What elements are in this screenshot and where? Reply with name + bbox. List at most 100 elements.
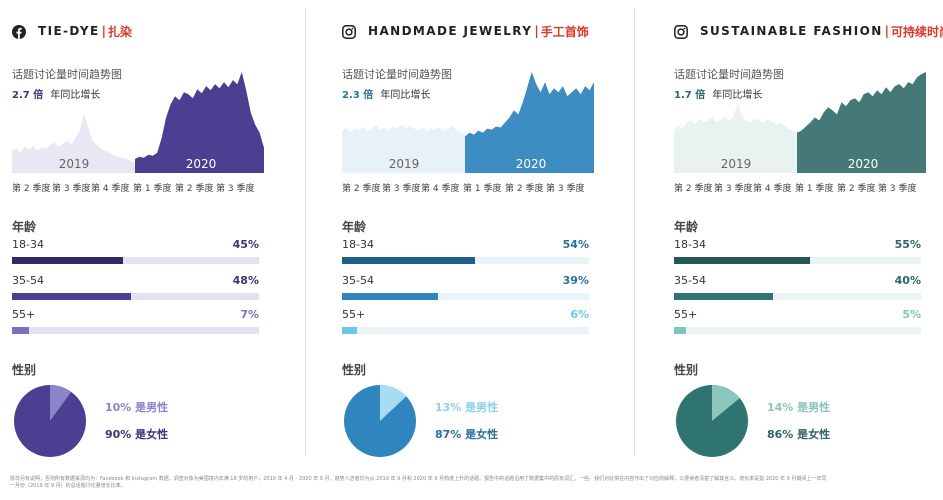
age-title: 年龄: [674, 220, 699, 234]
age-row: 35-54 48%: [12, 274, 259, 304]
age-percent: 54%: [562, 238, 589, 251]
age-percent: 7%: [240, 308, 259, 321]
growth-value: 2.3 倍: [342, 90, 374, 101]
age-bar-track: [342, 257, 589, 264]
growth-label: 年同比增长: [50, 90, 101, 101]
quarter-tick-label: 第 4 季度: [91, 184, 130, 194]
age-percent: 40%: [894, 274, 921, 287]
age-title: 年龄: [342, 220, 367, 234]
divider-1: [305, 8, 306, 456]
topic-name-en: SUSTAINABLE FASHION: [700, 24, 883, 38]
age-bar-track: [342, 293, 589, 300]
panel-fashion: SUSTAINABLE FASHION | 可持续时尚 2019 2020 话题讨…: [670, 0, 943, 470]
quarter-tick-label: 第 3 季度: [216, 184, 255, 194]
area-2019: [674, 102, 797, 173]
quarter-tick-label: 第 2 季度: [837, 184, 876, 194]
age-bar-track: [12, 327, 259, 334]
age-label: 55+: [674, 308, 698, 321]
age-bar-track: [674, 293, 921, 300]
age-bar-track: [12, 257, 259, 264]
year-label-2019: 2019: [59, 157, 90, 171]
age-bar-fill: [12, 293, 131, 300]
age-percent: 39%: [562, 274, 589, 287]
trend-title: 话题讨论量时间趋势图: [342, 68, 452, 81]
growth-value: 2.7 倍: [12, 90, 44, 101]
quarter-tick-label: 第 4 季度: [421, 184, 460, 194]
age-bar-track: [674, 327, 921, 334]
age-percent: 48%: [232, 274, 259, 287]
age-bar-fill: [342, 327, 357, 334]
age-row: 18-34 55%: [674, 238, 921, 268]
age-bar-fill: [342, 293, 439, 300]
growth-label: 年同比增长: [380, 90, 431, 101]
age-bar-track: [342, 327, 589, 334]
panel-header: TIE-DYE | 扎染: [12, 22, 132, 40]
age-label: 18-34: [342, 238, 374, 251]
age-row: 35-54 40%: [674, 274, 921, 304]
instagram-icon: [342, 24, 356, 39]
pie-slice-male: [50, 385, 72, 421]
age-percent: 55%: [894, 238, 921, 251]
age-row: 18-34 45%: [12, 238, 259, 268]
area-2019: [342, 124, 465, 173]
trend-chart: 2019 2020: [342, 72, 594, 173]
age-label: 55+: [12, 308, 36, 321]
legend-female: 87% 是女性: [435, 428, 499, 441]
quarter-tick-label: 第 1 季度: [133, 184, 172, 194]
age-percent: 6%: [570, 308, 589, 321]
topic-separator: |: [101, 24, 106, 38]
growth-line: 2.7 倍 年同比增长: [12, 86, 100, 101]
trend-chart: 2019 2020: [674, 72, 926, 173]
panel-header: HANDMADE JEWELRY | 手工首饰: [342, 22, 589, 40]
quarter-tick-label: 第 2 季度: [12, 184, 51, 194]
trend-chart: 2019 2020: [12, 72, 264, 173]
age-title: 年龄: [12, 220, 37, 234]
footnote: 除非另有说明，否则所有数据来源均为：Facebook 和 Instagram 数…: [10, 476, 827, 489]
age-bar-fill: [674, 327, 687, 334]
instagram-icon: [674, 24, 688, 39]
panel-tiedye: TIE-DYE | 扎染 2019 2020 话题讨论量时间趋势图 2.7 倍 年…: [8, 0, 298, 470]
area-2019: [12, 114, 135, 173]
gender-title: 性别: [342, 363, 367, 377]
area-2020: [135, 72, 264, 173]
topic-name-cn: 可持续时尚: [891, 24, 943, 39]
gender-pie: [14, 385, 86, 457]
age-bar-fill: [342, 257, 476, 264]
age-row: 55+ 5%: [674, 308, 921, 338]
quarter-tick-label: 第 3 季度: [546, 184, 585, 194]
age-bar-fill: [674, 293, 773, 300]
quarter-tick-label: 第 3 季度: [714, 184, 753, 194]
gender-pie: [344, 385, 416, 457]
panel-header: SUSTAINABLE FASHION | 可持续时尚: [674, 22, 943, 40]
legend-male: 14% 是男性: [767, 401, 831, 414]
topic-name-en: HANDMADE JEWELRY: [368, 24, 533, 38]
legend-female: 86% 是女性: [767, 428, 831, 441]
quarter-tick-label: 第 3 季度: [382, 184, 421, 194]
legend-male: 13% 是男性: [435, 401, 499, 414]
legend-male: 10% 是男性: [105, 401, 169, 414]
age-label: 35-54: [12, 274, 44, 287]
age-row: 35-54 39%: [342, 274, 589, 304]
panel-jewelry: HANDMADE JEWELRY | 手工首饰 2019 2020 话题讨论量时间…: [338, 0, 628, 470]
growth-line: 2.3 倍 年同比增长: [342, 86, 430, 101]
age-bar-fill: [674, 257, 810, 264]
age-bar-track: [12, 293, 259, 300]
gender-pie: [676, 385, 748, 457]
trend-title: 话题讨论量时间趋势图: [674, 68, 784, 81]
facebook-icon: [12, 24, 26, 39]
quarter-tick-label: 第 2 季度: [505, 184, 544, 194]
age-label: 18-34: [674, 238, 706, 251]
year-label-2020: 2020: [516, 157, 547, 171]
year-label-2020: 2020: [848, 157, 879, 171]
topic-separator: |: [884, 24, 890, 38]
quarter-tick-label: 第 3 季度: [878, 184, 917, 194]
year-label-2019: 2019: [389, 157, 420, 171]
age-row: 55+ 7%: [12, 308, 259, 338]
topic-name-cn: 手工首饰: [540, 24, 589, 39]
quarter-tick-label: 第 1 季度: [463, 184, 502, 194]
pie-slice-male: [712, 385, 740, 421]
quarter-tick-label: 第 2 季度: [175, 184, 214, 194]
age-percent: 5%: [902, 308, 921, 321]
quarter-tick-label: 第 1 季度: [795, 184, 834, 194]
age-label: 35-54: [674, 274, 706, 287]
